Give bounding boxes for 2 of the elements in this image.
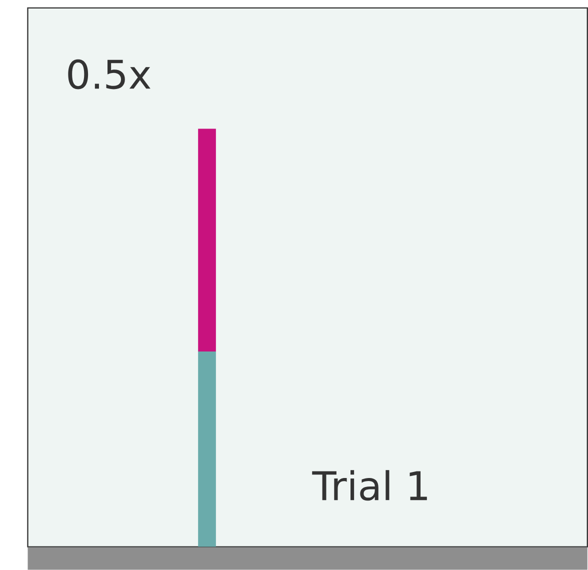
chart-title: 0.5x [68,60,150,90]
text: Trial 1 [312,470,427,501]
